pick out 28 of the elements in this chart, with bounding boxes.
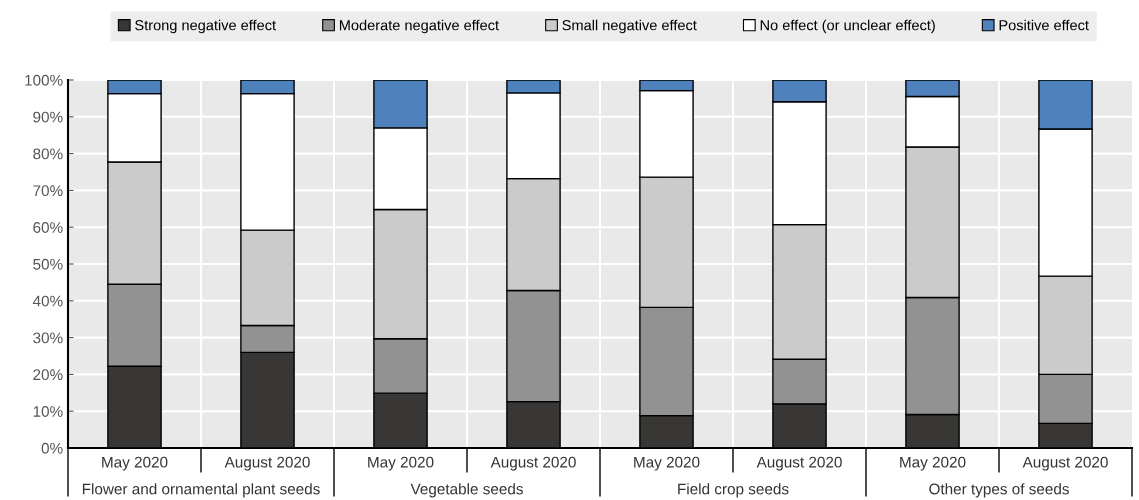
x-tick-label: August 2020 — [756, 456, 842, 471]
legend-label: Small negative effect — [562, 19, 697, 34]
y-tick-label: 40% — [32, 295, 63, 307]
legend-label: Moderate negative effect — [339, 19, 499, 34]
y-tick-label: 60% — [33, 222, 63, 233]
text: Field crop seeds — [678, 483, 789, 498]
x-tick-label: May 2020 — [368, 456, 434, 471]
y-tick-label: 100% — [25, 74, 63, 86]
y-tick-label: 30% — [33, 332, 63, 344]
x-tick-label: August 2020 — [490, 456, 576, 471]
y-tick-label: 70% — [33, 185, 63, 197]
y-tick-label: 0% — [41, 442, 63, 454]
y-tick-label: 50% — [33, 258, 63, 270]
text: Other types of seeds — [929, 483, 1069, 498]
y-tick-label: 20% — [33, 369, 63, 381]
y-tick-label: 90% — [33, 111, 63, 123]
legend-label: Positive effect — [999, 19, 1089, 31]
y-tick-label: 10% — [33, 406, 63, 417]
x-tick-label: August 2020 — [224, 456, 310, 471]
x-tick-label: May 2020 — [634, 456, 700, 471]
legend-label: No effect (or unclear effect) — [760, 19, 935, 34]
text: Flower and ornamental plant seeds — [82, 483, 320, 498]
x-tick-label: August 2020 — [1022, 456, 1108, 471]
x-tick-label: May 2020 — [900, 456, 966, 471]
text: Vegetable seeds — [410, 483, 523, 498]
y-tick-label: 80% — [33, 148, 63, 160]
x-tick-label: May 2020 — [102, 456, 168, 471]
legend-label: Strong negative effect — [135, 19, 276, 34]
